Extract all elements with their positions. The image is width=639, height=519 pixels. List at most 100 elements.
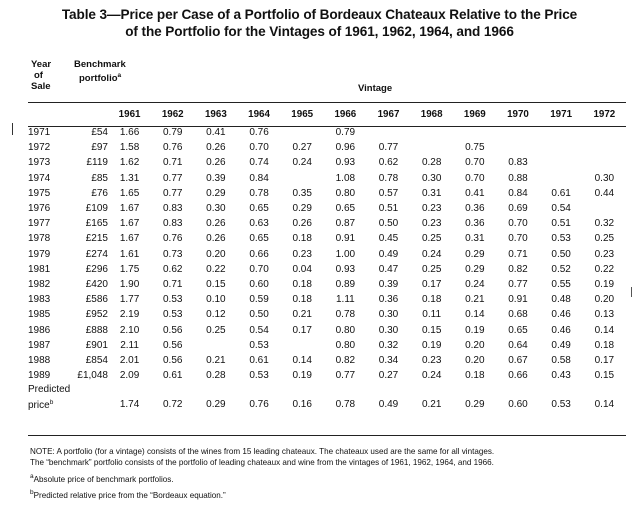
header-line: Sale <box>31 81 51 92</box>
table-body: 1971 £54 1.66 0.79 0.41 0.76 0.79 1972 £97 1.58 0.… <box>28 125 626 383</box>
year-of-sale-cell: 1981 <box>28 263 51 275</box>
relative-price-cell: 0.58 <box>551 355 571 367</box>
relative-price-cell: 0.29 <box>206 187 226 199</box>
relative-price-cell: 0.43 <box>551 370 571 382</box>
table-row: 1989 £1,048 2.09 0.61 0.28 0.53 0.19 0.77 0.27 0.… <box>28 368 626 383</box>
relative-price-cell: 0.21 <box>292 309 312 321</box>
relative-price-cell: 0.36 <box>378 294 399 306</box>
benchmark-price-cell: £296 <box>85 263 108 275</box>
relative-price-cell: 0.29 <box>292 203 312 215</box>
margin-mark <box>12 123 13 135</box>
relative-price-cell: 0.23 <box>421 203 442 215</box>
relative-price-cell: 0.31 <box>421 187 442 199</box>
benchmark-price-cell: £420 <box>85 279 108 291</box>
relative-price-cell: 0.64 <box>508 339 528 351</box>
predicted-label-row: Predicted <box>28 383 626 396</box>
relative-price-cell: 0.27 <box>292 142 312 154</box>
relative-price-cell <box>583 125 626 140</box>
relative-price-cell: 0.91 <box>335 233 356 245</box>
relative-price-cell <box>540 140 583 155</box>
relative-price-cell: 1.90 <box>119 279 140 291</box>
table-bottom-rule <box>28 435 626 436</box>
relative-price-cell: 0.66 <box>249 248 269 260</box>
predicted-cell: 0.53 <box>551 398 571 410</box>
footnote-mark: a <box>30 472 34 480</box>
relative-price-cell: 0.17 <box>421 279 442 291</box>
relative-price-cell: 0.14 <box>292 355 312 367</box>
relative-price-cell: 0.48 <box>551 294 571 306</box>
benchmark-price-cell: £901 <box>85 339 108 351</box>
relative-price-cell: 0.34 <box>378 355 399 367</box>
relative-price-cell: 0.23 <box>292 248 312 260</box>
relative-price-cell: 2.01 <box>119 355 140 367</box>
relative-price-cell: 0.31 <box>465 233 485 245</box>
benchmark-price-cell: £586 <box>85 294 108 306</box>
benchmark-price-cell: £119 <box>86 157 108 169</box>
relative-price-cell: 0.65 <box>508 324 528 336</box>
relative-price-cell <box>194 338 237 353</box>
relative-price-cell <box>281 338 324 353</box>
vintage-year: 1968 <box>420 109 443 120</box>
vintage-year: 1961 <box>118 109 141 120</box>
relative-price-cell: 0.22 <box>594 263 615 275</box>
relative-price-cell: 0.53 <box>249 339 269 351</box>
relative-price-cell: 0.53 <box>551 233 571 245</box>
relative-price-cell: 0.91 <box>508 294 528 306</box>
table-row: 1974 £85 1.31 0.77 0.39 0.84 1.08 0.78 0.30 0.70 0… <box>28 171 626 186</box>
relative-price-cell: 0.50 <box>378 218 399 230</box>
benchmark-price-cell: £854 <box>85 355 108 367</box>
relative-price-cell: 0.53 <box>163 294 183 306</box>
relative-price-cell: 0.19 <box>421 339 442 351</box>
relative-price-cell: 0.22 <box>206 263 226 275</box>
predicted-cell: 0.29 <box>465 398 485 410</box>
relative-price-cell: 1.75 <box>119 263 140 275</box>
relative-price-cell: 0.79 <box>163 127 183 138</box>
relative-price-cell: 0.84 <box>508 187 528 199</box>
relative-price-cell: 0.11 <box>422 309 442 321</box>
relative-price-cell: 0.70 <box>249 263 269 275</box>
relative-price-cell: 0.73 <box>163 248 183 260</box>
relative-price-cell <box>410 140 453 155</box>
relative-price-cell: 0.29 <box>465 248 485 260</box>
relative-price-cell: 0.26 <box>206 142 226 154</box>
relative-price-cell: 0.61 <box>249 355 269 367</box>
table-row: 1985 £952 2.19 0.53 0.12 0.50 0.21 0.78 0.30 0.11… <box>28 307 626 322</box>
relative-price-cell: 0.10 <box>206 294 226 306</box>
relative-price-cell: 0.23 <box>594 248 615 260</box>
relative-price-cell: 0.24 <box>421 248 442 260</box>
relative-price-cell: 0.70 <box>249 142 269 154</box>
year-of-sale-cell: 1972 <box>28 142 51 154</box>
relative-price-cell: 0.78 <box>249 187 269 199</box>
relative-price-cell: 0.54 <box>249 324 269 336</box>
relative-price-cell: 0.59 <box>249 294 269 306</box>
vintage-year: 1965 <box>291 109 314 120</box>
predicted-cell: 0.14 <box>594 398 615 410</box>
title-line-2: of the Portfolio for the Vintages of 196… <box>125 24 514 39</box>
relative-price-cell: 0.65 <box>249 233 269 245</box>
relative-price-cell: 0.82 <box>335 355 356 367</box>
vintage-year: 1972 <box>593 109 616 120</box>
relative-price-cell: 0.78 <box>335 309 356 321</box>
relative-price-cell: 0.17 <box>292 324 312 336</box>
relative-price-cell: 0.24 <box>421 370 442 382</box>
year-of-sale-cell: 1986 <box>28 324 51 336</box>
relative-price-cell: 0.15 <box>206 279 226 291</box>
relative-price-cell: 0.49 <box>551 339 571 351</box>
predicted-label-cell: priceb <box>28 396 68 412</box>
relative-price-cell: 0.17 <box>594 355 615 367</box>
vintage-year: 1970 <box>507 109 529 120</box>
predicted-cell: 0.21 <box>421 398 442 410</box>
predicted-section: Predicted priceb 1.74 0.72 0.29 0.76 0.1… <box>28 383 626 412</box>
benchmark-price-cell: £1,048 <box>77 370 108 382</box>
relative-price-cell: 0.30 <box>378 309 399 321</box>
relative-price-cell: 0.65 <box>249 203 269 215</box>
relative-price-cell: 0.21 <box>206 355 226 367</box>
relative-price-cell: 0.66 <box>508 370 528 382</box>
predicted-label-line2: price <box>28 400 50 412</box>
predicted-cell: 0.29 <box>206 398 226 410</box>
predicted-cell: 0.78 <box>335 398 356 410</box>
relative-price-cell: 0.32 <box>594 218 615 230</box>
relative-price-cell: 0.77 <box>508 279 528 291</box>
year-of-sale-cell: 1983 <box>28 294 51 306</box>
relative-price-cell: 1.08 <box>335 172 356 184</box>
